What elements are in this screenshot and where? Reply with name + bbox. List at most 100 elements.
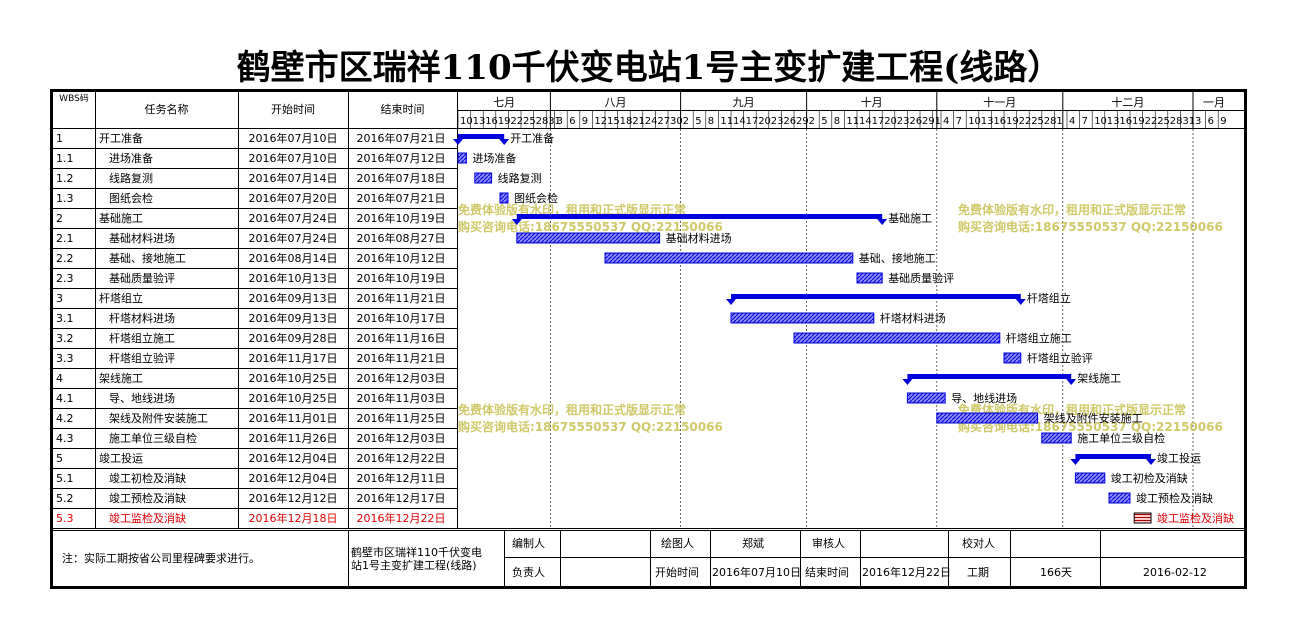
row-divider [53,148,457,149]
day-tick-label: 14 [733,116,746,127]
task-end: 2016年07月21日 [356,192,446,205]
task-name: 杆塔组立施工 [109,332,175,345]
task-start: 2016年07月24日 [248,212,338,225]
day-tick-label: 19 [1006,116,1019,127]
column-divider [95,92,96,529]
task-name: 图纸会检 [109,192,153,205]
day-tick-label: 31 [1182,116,1195,127]
footer-line [560,530,561,586]
row-divider [53,268,457,269]
gantt-frame [50,89,1247,589]
row-divider [53,348,457,349]
row-divider [53,428,457,429]
row-divider [53,448,457,449]
task-wbs: 2.3 [56,272,74,285]
row-divider [53,188,457,189]
column-divider [238,92,239,529]
task-end: 2016年11月16日 [356,332,446,345]
summary-start-marker [902,379,913,385]
summary-bar [1075,454,1151,459]
day-tick-label: 28 [536,116,549,127]
task-name: 导、地线进场 [109,392,175,405]
row-divider [53,308,457,309]
task-name: 架线施工 [99,372,143,385]
header-wbs: WBS码 [59,94,89,104]
day-tick-label: 26 [909,116,922,127]
header-start: 开始时间 [271,103,315,116]
day-tick-label: 7 [1082,116,1088,127]
day-tick-label: 16 [485,116,498,127]
task-end: 2016年10月17日 [356,312,446,325]
task-start: 2016年11月26日 [248,432,338,445]
task-end: 2016年11月21日 [356,352,446,365]
task-start: 2016年07月24日 [248,232,338,245]
day-tick-label: 19 [1132,116,1145,127]
task-bar [730,312,875,324]
bar-label: 架线施工 [1077,371,1121,385]
watermark-line1: 免费体验版有水印，租用和正式版显示正常 [458,402,686,417]
task-name: 开工准备 [99,132,143,145]
task-bar [1003,352,1022,364]
task-wbs: 5.3 [56,512,74,525]
row-divider [53,488,457,489]
footer-line [948,530,949,586]
task-wbs: 3.2 [56,332,74,345]
task-wbs: 4.2 [56,412,74,425]
summary-end-marker [1146,459,1156,465]
month-row-divider [458,110,1245,111]
bar-label: 杆塔组立 [1027,291,1071,305]
task-end: 2016年11月25日 [356,412,446,425]
summary-end-marker [1066,379,1077,385]
bar-label: 架线及附件安装施工 [1044,411,1143,425]
drafter-value: 郑斌 [742,537,764,550]
task-name: 杆塔材料进场 [109,312,175,325]
task-bar [604,252,854,264]
day-tick-label: 19 [498,116,511,127]
reviewer-label: 审核人 [812,537,845,550]
summary-end-marker [877,219,888,225]
day-tick-label: 28 [1044,116,1057,127]
task-start: 2016年10月25日 [248,392,338,405]
task-end: 2016年10月19日 [356,272,446,285]
task-wbs: 2.2 [56,252,74,265]
task-wbs: 4 [56,372,63,385]
task-start: 2016年07月20日 [248,192,338,205]
day-tick-label: 9 [582,116,588,127]
month-label: 一月 [1203,96,1225,109]
day-tick-label: 10 [1094,116,1107,127]
month-label: 十月 [861,95,883,109]
duration-label: 工期 [967,566,989,579]
task-end: 2016年10月19日 [356,212,446,225]
row-divider [53,328,457,329]
task-bar [474,172,493,184]
task-end: 2016年12月22日 [356,512,446,525]
task-end: 2016年10月12日 [356,252,446,265]
task-wbs: 4.3 [56,432,74,445]
day-tick-label: 8 [834,116,840,127]
day-tick-label: 26 [783,116,796,127]
checker-label: 校对人 [962,537,995,550]
day-tick-label: 22 [1019,116,1032,127]
bar-label: 竣工初检及消缺 [1111,471,1188,485]
task-wbs: 1.1 [56,152,74,165]
task-start: 2016年10月13日 [248,272,338,285]
day-tick-label: 13 [473,116,486,127]
day-tick-label: 16 [1119,116,1132,127]
day-tick-label: 22 [1145,116,1158,127]
bar-label: 杆塔组立施工 [1006,331,1072,345]
header-divider [53,128,458,129]
row-divider [53,288,457,289]
footer-line [1100,530,1101,586]
task-wbs: 1 [56,132,63,145]
task-start: 2016年09月13日 [248,312,338,325]
day-tick-label: 16 [993,116,1006,127]
month-label: 八月 [605,96,627,109]
task-name: 杆塔组立验评 [109,352,175,365]
day-tick-label: 10 [460,116,473,127]
task-bar [457,152,467,164]
day-tick-label: 8 [708,116,714,127]
task-name: 竣工预检及消缺 [109,492,186,505]
owner-label: 负责人 [512,566,545,579]
bar-label: 杆塔组立验评 [1027,351,1093,365]
task-wbs: 5.1 [56,472,74,485]
